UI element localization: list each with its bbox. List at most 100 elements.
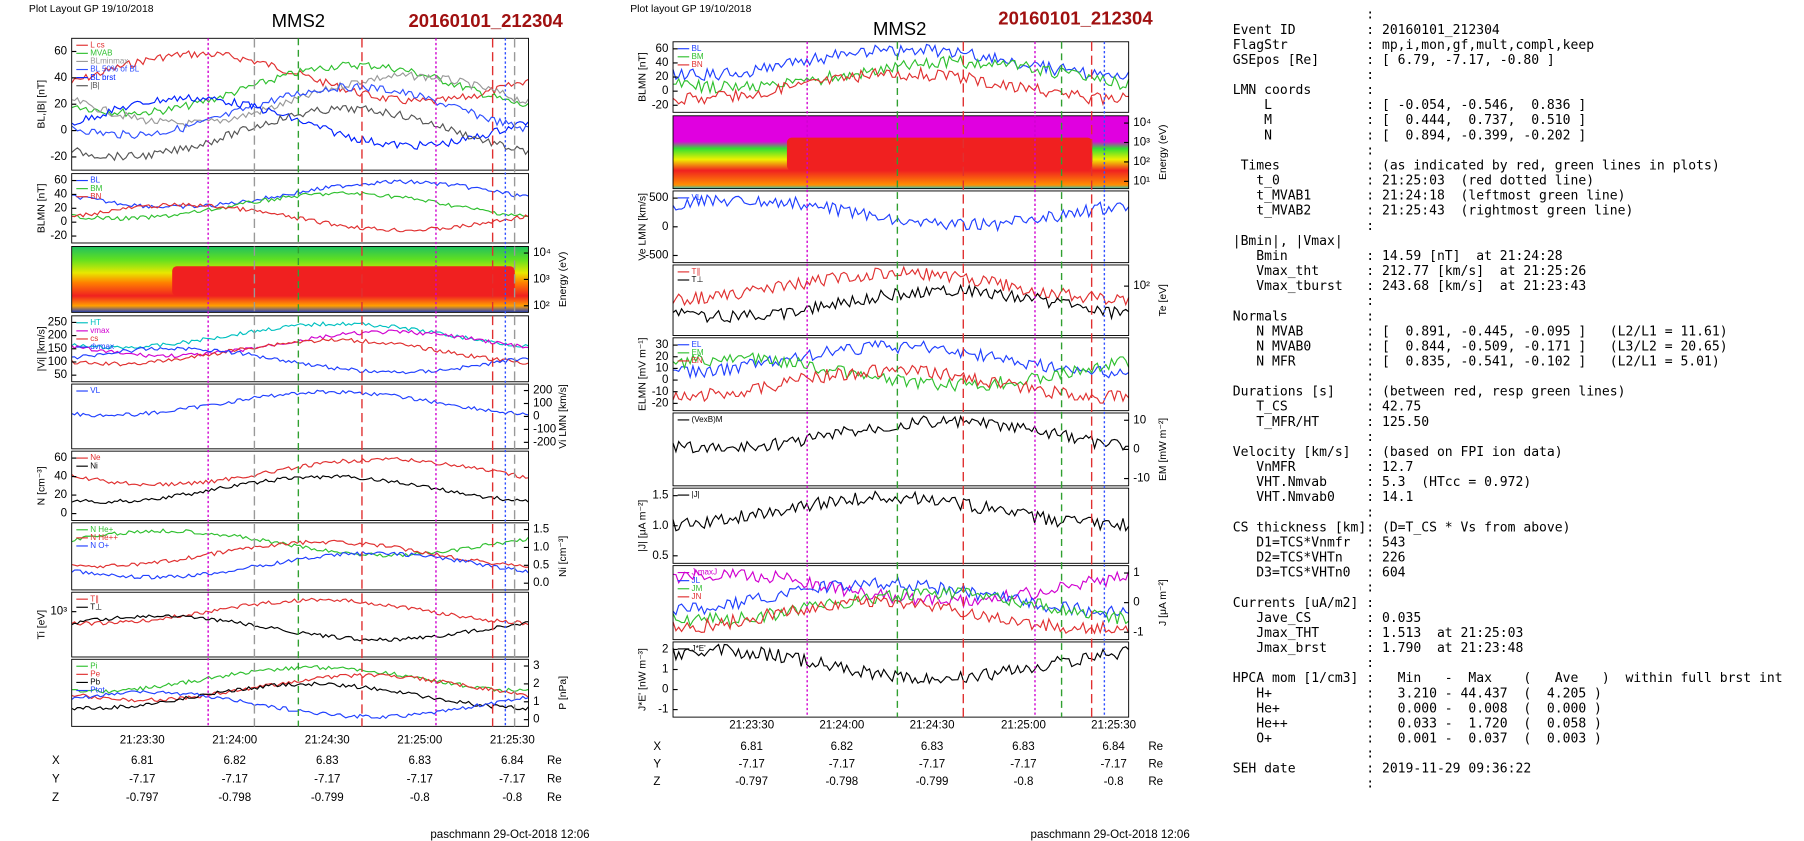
y-tick-label: 30: [656, 339, 669, 351]
y-tick-label: 20: [54, 489, 67, 501]
panel-frame: [71, 173, 529, 244]
info-line: T_CS : 42.75: [1233, 400, 1422, 415]
info-line: t_0 : 21:25:03 (red dotted line): [1233, 174, 1594, 189]
legend-entry: N He++: [90, 533, 118, 542]
info-line: :: [1233, 219, 1374, 234]
time-label: 21:25:30: [1091, 719, 1136, 731]
info-line: Times : (as indicated by red, green line…: [1233, 158, 1720, 173]
y-tick-label: 0: [533, 714, 539, 726]
footer: paschmann 29-Oct-2018 12:06: [1031, 829, 1190, 841]
legend-entry: |B|: [90, 81, 100, 90]
y-tick-label: 60: [656, 43, 669, 55]
position-cell: -0.799: [916, 776, 949, 788]
y-tick-label: 0.0: [533, 577, 549, 589]
y-tick-label: 10²: [533, 300, 550, 312]
position-cell: -7.17: [222, 774, 248, 786]
y-axis-label: BLMN [nT]: [36, 183, 47, 233]
position-cell: 6.84: [1102, 741, 1125, 753]
y-tick-label: 100: [48, 356, 67, 368]
y-axis-label: BLMN [nT]: [638, 52, 649, 102]
y-tick-label: 1: [662, 664, 668, 676]
legend-entry: Ptot: [90, 686, 105, 695]
info-line: CS thickness [km]: (D=T_CS * Vs from abo…: [1233, 520, 1571, 535]
info-line: :: [1233, 8, 1374, 23]
legend-entry: (VexB)M: [692, 415, 723, 424]
trace: [71, 389, 529, 418]
position-cell: 6.84: [501, 755, 524, 767]
plot-header: Plot layout GP 19/10/2018: [630, 4, 751, 15]
trace: [71, 614, 529, 642]
y-tick-label: 2: [662, 644, 668, 656]
info-line: N MFR : [ 0.835, -0.541, -0.102 ] (L2/L1…: [1233, 355, 1720, 370]
plot-title: MMS2: [873, 18, 926, 39]
info-line: VnMFR : 12.7: [1233, 460, 1414, 475]
y-tick-label: 3: [533, 660, 539, 672]
info-line: Durations [s] : (between red, resp green…: [1233, 385, 1626, 400]
legend-entry: Ne: [90, 453, 101, 462]
time-label: 21:24:30: [910, 719, 955, 731]
y-tick-label: 60: [54, 175, 67, 187]
info-line: |Bmin|, |Vmax|: [1233, 234, 1343, 249]
info-line: VHT.Nmvab : 5.3 (HTcc = 0.972): [1233, 475, 1532, 490]
trace: [71, 93, 529, 150]
y-tick-label: 1: [533, 696, 539, 708]
legend-entry: Ni: [90, 461, 98, 470]
y-tick-label: 250: [48, 316, 67, 328]
info-line: t_MVAB1 : 21:24:18 (leftmost green line): [1233, 189, 1626, 204]
info-line: He++ : 0.033 - 1.720 ( 0.058 ): [1233, 716, 1602, 731]
legend-entry: JM: [692, 584, 703, 593]
y-tick-label: 1.0: [533, 541, 549, 553]
legend-entry: N He+: [90, 525, 113, 534]
info-line: LMN coords :: [1233, 83, 1374, 98]
position-cell: -0.799: [311, 792, 344, 804]
trace: [672, 576, 1129, 619]
info-line: Vmax_tburst : 243.68 [km/s] at 21:23:43: [1233, 279, 1586, 294]
y-axis-label: Ti [eV]: [36, 610, 47, 640]
info-line: N : [ 0.894, -0.399, -0.202 ]: [1233, 128, 1586, 143]
info-line: :: [1233, 370, 1374, 385]
legend-entry: BN: [692, 60, 703, 69]
time-label: 21:24:30: [305, 734, 350, 746]
info-line: :: [1233, 68, 1374, 83]
trace: [71, 337, 529, 367]
info-line: Event ID : 20160101_212304: [1233, 23, 1500, 38]
trace: [672, 65, 1129, 107]
spectrogram-core: [172, 266, 515, 296]
legend-entry: VL: [90, 386, 100, 395]
info-line: O+ : 0.001 - 0.037 ( 0.003 ): [1233, 731, 1602, 746]
y-tick-label: -1: [1133, 626, 1143, 638]
info-line: :: [1233, 505, 1374, 520]
trace: [672, 193, 1130, 233]
position-cell: 6.81: [740, 741, 762, 753]
info-line: N MVAB : [ 0.891, -0.445, -0.095 ] (L2/L…: [1233, 324, 1728, 339]
legend-entry: EL: [692, 340, 702, 349]
trace: [71, 550, 529, 580]
position-cell: Z: [52, 792, 59, 804]
y-tick-label: 20: [656, 71, 669, 83]
y-tick-label: 0: [533, 410, 539, 422]
trace: [71, 50, 529, 105]
y-tick-label: -1: [658, 704, 668, 716]
position-cell: 6.83: [316, 755, 338, 767]
position-cell: -7.17: [499, 774, 525, 786]
legend-entry: dvmax: [90, 342, 114, 351]
legend-entry: BM: [90, 184, 102, 193]
position-cell: Re: [1148, 759, 1163, 771]
info-line: D1=TCS*Vnmfr : 543: [1233, 535, 1406, 550]
legend-entry: Pb: [90, 678, 100, 687]
event-id: 20160101_212304: [409, 10, 564, 31]
y-tick-label: 1: [1133, 567, 1139, 579]
y-axis-label: Ni [cm⁻³]: [558, 536, 569, 577]
y-tick-label: -20: [652, 99, 669, 111]
y-tick-label: 10⁴: [533, 247, 551, 259]
legend-entry: BL 50% of BL: [90, 65, 140, 74]
y-tick-label: 0: [662, 684, 668, 696]
trace: [71, 457, 529, 487]
y-axis-label: |J| [μA m⁻²]: [638, 500, 649, 552]
trace: [71, 690, 529, 720]
panel-frame: [672, 337, 1130, 412]
y-tick-label: 0.5: [652, 550, 668, 562]
info-line: :: [1233, 430, 1374, 445]
y-tick-label: 10: [1133, 414, 1146, 426]
legend-entry: T⊥: [692, 275, 704, 284]
